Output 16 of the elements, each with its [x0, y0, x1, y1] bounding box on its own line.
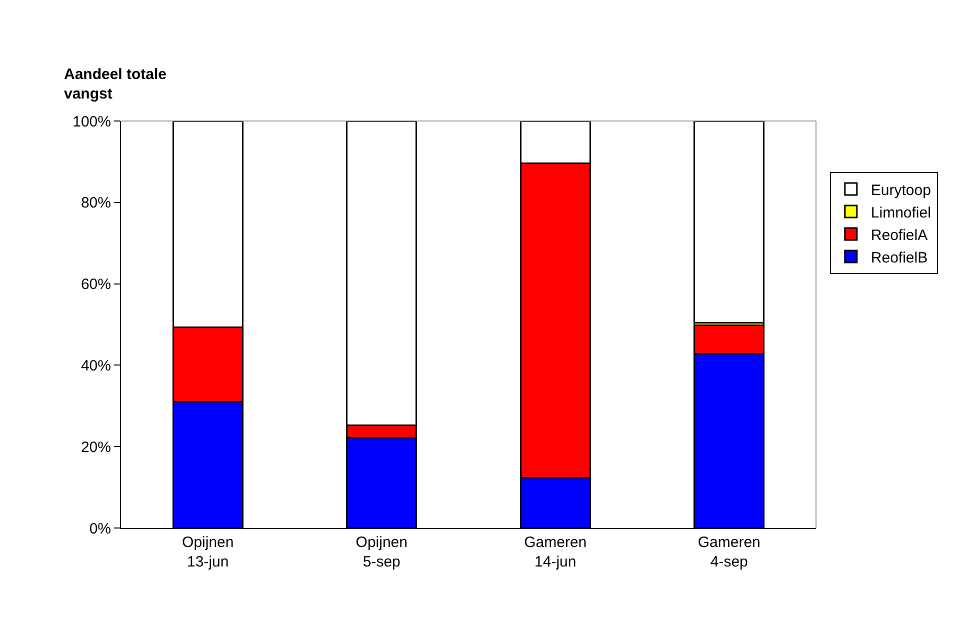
x-tick-label: Gameren 4-sep [698, 534, 760, 570]
x-tick-label: Opijnen 13-jun [182, 534, 234, 570]
legend-label: ReofielB [870, 249, 928, 266]
y-tick-label: 40% [80, 357, 111, 374]
legend-label: Limnofiel [870, 204, 931, 222]
x-tick-label: Gameren 14-jun [524, 534, 587, 570]
y-tick-label: 80% [80, 194, 111, 212]
y-tick-label: 100% [72, 113, 111, 130]
y-tick-label: 60% [80, 276, 111, 294]
bar [694, 121, 765, 324]
x-tick-label: Opijnen 5-sep [356, 534, 408, 570]
legend-label: ReofielA [870, 226, 928, 244]
y-tick-label: 0% [89, 520, 111, 538]
legend-label: Eurytoop [870, 182, 931, 199]
y-tick-label: 20% [80, 438, 111, 456]
y-axis-title: Aandeel totale vangst [64, 66, 167, 102]
